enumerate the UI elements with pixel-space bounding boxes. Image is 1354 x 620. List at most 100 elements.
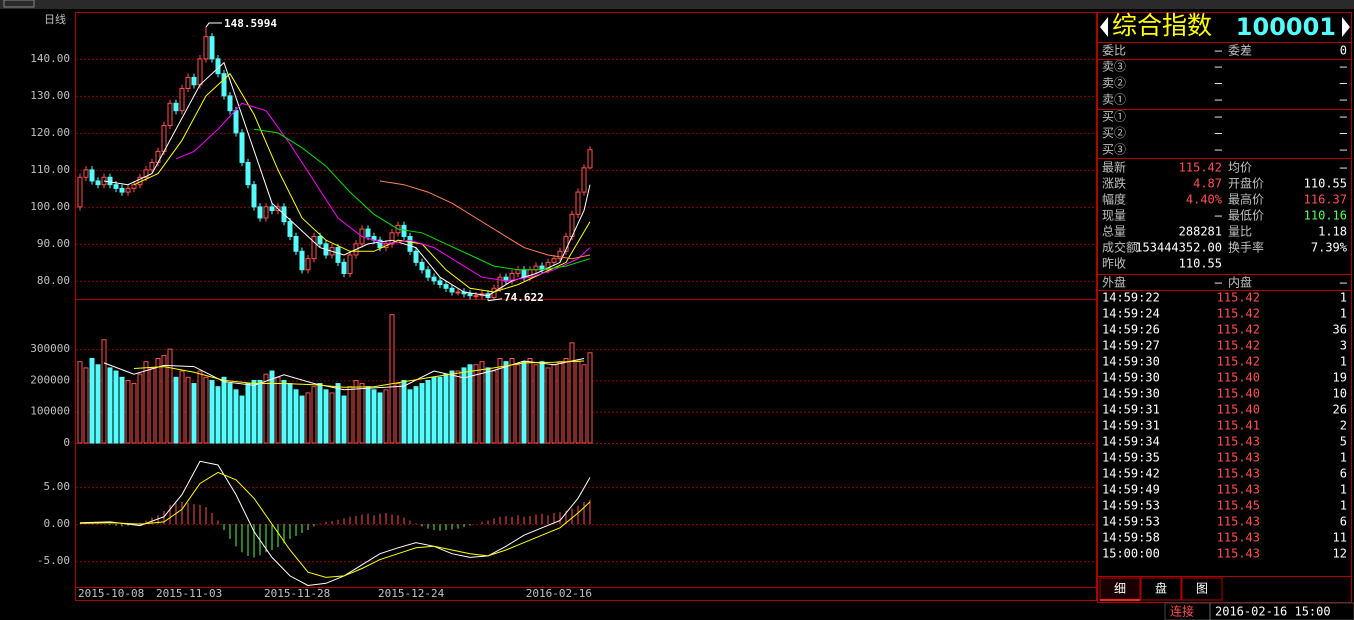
volume-bar	[281, 379, 287, 444]
prev-arrow[interactable]	[1100, 17, 1108, 37]
trade-volume: 19	[1333, 371, 1347, 385]
candle-body	[227, 95, 233, 112]
candle-body	[113, 184, 119, 189]
x-tick-label: 2015-10-08	[78, 587, 144, 600]
candle-body	[341, 261, 347, 274]
candle-body	[431, 276, 437, 282]
volume-bar	[473, 364, 479, 444]
value: —	[1215, 209, 1223, 223]
value: —	[1340, 161, 1348, 175]
indicator-line	[79, 471, 591, 578]
order-volume: —	[1340, 60, 1348, 74]
volume-bar	[437, 376, 443, 444]
indicator-line	[103, 358, 585, 391]
tab[interactable]	[1140, 577, 1182, 601]
tab-label[interactable]: 盘	[1155, 581, 1167, 596]
label: 最低价	[1228, 209, 1264, 223]
candle-body	[119, 187, 125, 193]
candle-body	[455, 291, 461, 294]
y-tick-label: 130.00	[30, 89, 70, 102]
y-tick-label: 200000	[30, 373, 70, 386]
trade-time: 15:00:00	[1102, 547, 1160, 561]
candle-body	[239, 132, 245, 163]
y-tick-label: 140.00	[30, 52, 70, 65]
candle-body	[305, 258, 311, 271]
x-tick-label: 2015-11-03	[156, 587, 222, 600]
candle-body	[185, 76, 191, 89]
volume-bar	[143, 361, 149, 444]
trade-price: 115.43	[1217, 451, 1260, 465]
volume-bar	[581, 364, 587, 444]
volume-bar	[347, 386, 353, 444]
volume-bar	[191, 383, 197, 444]
volume-bar	[293, 389, 299, 444]
candle-body	[437, 280, 443, 286]
indicator-line	[175, 102, 591, 282]
volume-bar	[305, 392, 311, 444]
volume-bar	[299, 395, 305, 444]
candle-body	[449, 287, 455, 293]
indicator-line	[379, 180, 591, 260]
volume-bar	[527, 358, 533, 444]
y-tick-label: 100000	[30, 405, 70, 418]
trade-price: 115.43	[1217, 515, 1260, 529]
volume-bar	[89, 358, 95, 444]
candle-body	[467, 293, 473, 297]
trade-volume: 1	[1340, 451, 1347, 465]
volume-bar	[83, 367, 89, 444]
volume-bar	[443, 373, 449, 444]
candle-body	[419, 261, 425, 271]
volume-bar	[389, 314, 395, 444]
order-label: 卖③	[1102, 60, 1126, 74]
order-price: —	[1215, 60, 1223, 74]
min-label: 74.622	[504, 291, 544, 304]
volume-bar	[401, 379, 407, 444]
volume-bar	[449, 370, 455, 444]
trade-time: 14:59:31	[1102, 403, 1160, 417]
volume-bar	[203, 376, 209, 444]
candle-body	[77, 176, 83, 208]
tab[interactable]	[1181, 577, 1223, 601]
label: 换手率	[1228, 240, 1264, 255]
next-arrow[interactable]	[1342, 17, 1350, 37]
y-tick-label: 80.00	[37, 274, 70, 287]
trade-price: 115.40	[1217, 371, 1260, 385]
candle-body	[197, 58, 203, 86]
volume-bar	[173, 376, 179, 444]
volume-bar	[419, 383, 425, 444]
candle-body	[575, 191, 581, 215]
trade-price: 115.40	[1217, 403, 1260, 417]
volume-bar	[503, 361, 509, 444]
order-price: —	[1215, 110, 1223, 124]
trade-price: 115.43	[1217, 531, 1260, 545]
volume-bar	[479, 361, 485, 444]
candle-body	[203, 36, 209, 60]
menu-button[interactable]	[3, 0, 35, 8]
candle-body	[293, 235, 299, 252]
volume-bar	[137, 373, 143, 444]
candle-body	[233, 110, 239, 134]
label: 现量	[1102, 209, 1126, 223]
index-code: 100001	[1236, 13, 1336, 41]
volume-bar	[257, 379, 263, 444]
trade-volume: 36	[1333, 323, 1347, 337]
volume-bar	[95, 364, 101, 444]
volume-bar	[227, 383, 233, 444]
trade-price: 115.43	[1217, 547, 1260, 561]
tab-label[interactable]: 细	[1114, 582, 1126, 596]
volume-bar	[431, 376, 437, 444]
tab-label[interactable]: 图	[1196, 582, 1208, 596]
x-tick-label: 2015-12-24	[378, 587, 445, 600]
trade-time: 14:59:58	[1102, 531, 1160, 545]
volume-bar	[425, 379, 431, 444]
trade-time: 14:59:24	[1102, 307, 1160, 321]
volume-bar	[269, 370, 275, 444]
value: 115.42	[1179, 161, 1222, 175]
volume-bar	[371, 389, 377, 444]
candle-body	[143, 169, 149, 178]
trade-volume: 1	[1340, 483, 1347, 497]
candle-body	[563, 235, 569, 252]
index-name: 综合指数	[1112, 11, 1212, 40]
value: 116.37	[1304, 193, 1347, 207]
